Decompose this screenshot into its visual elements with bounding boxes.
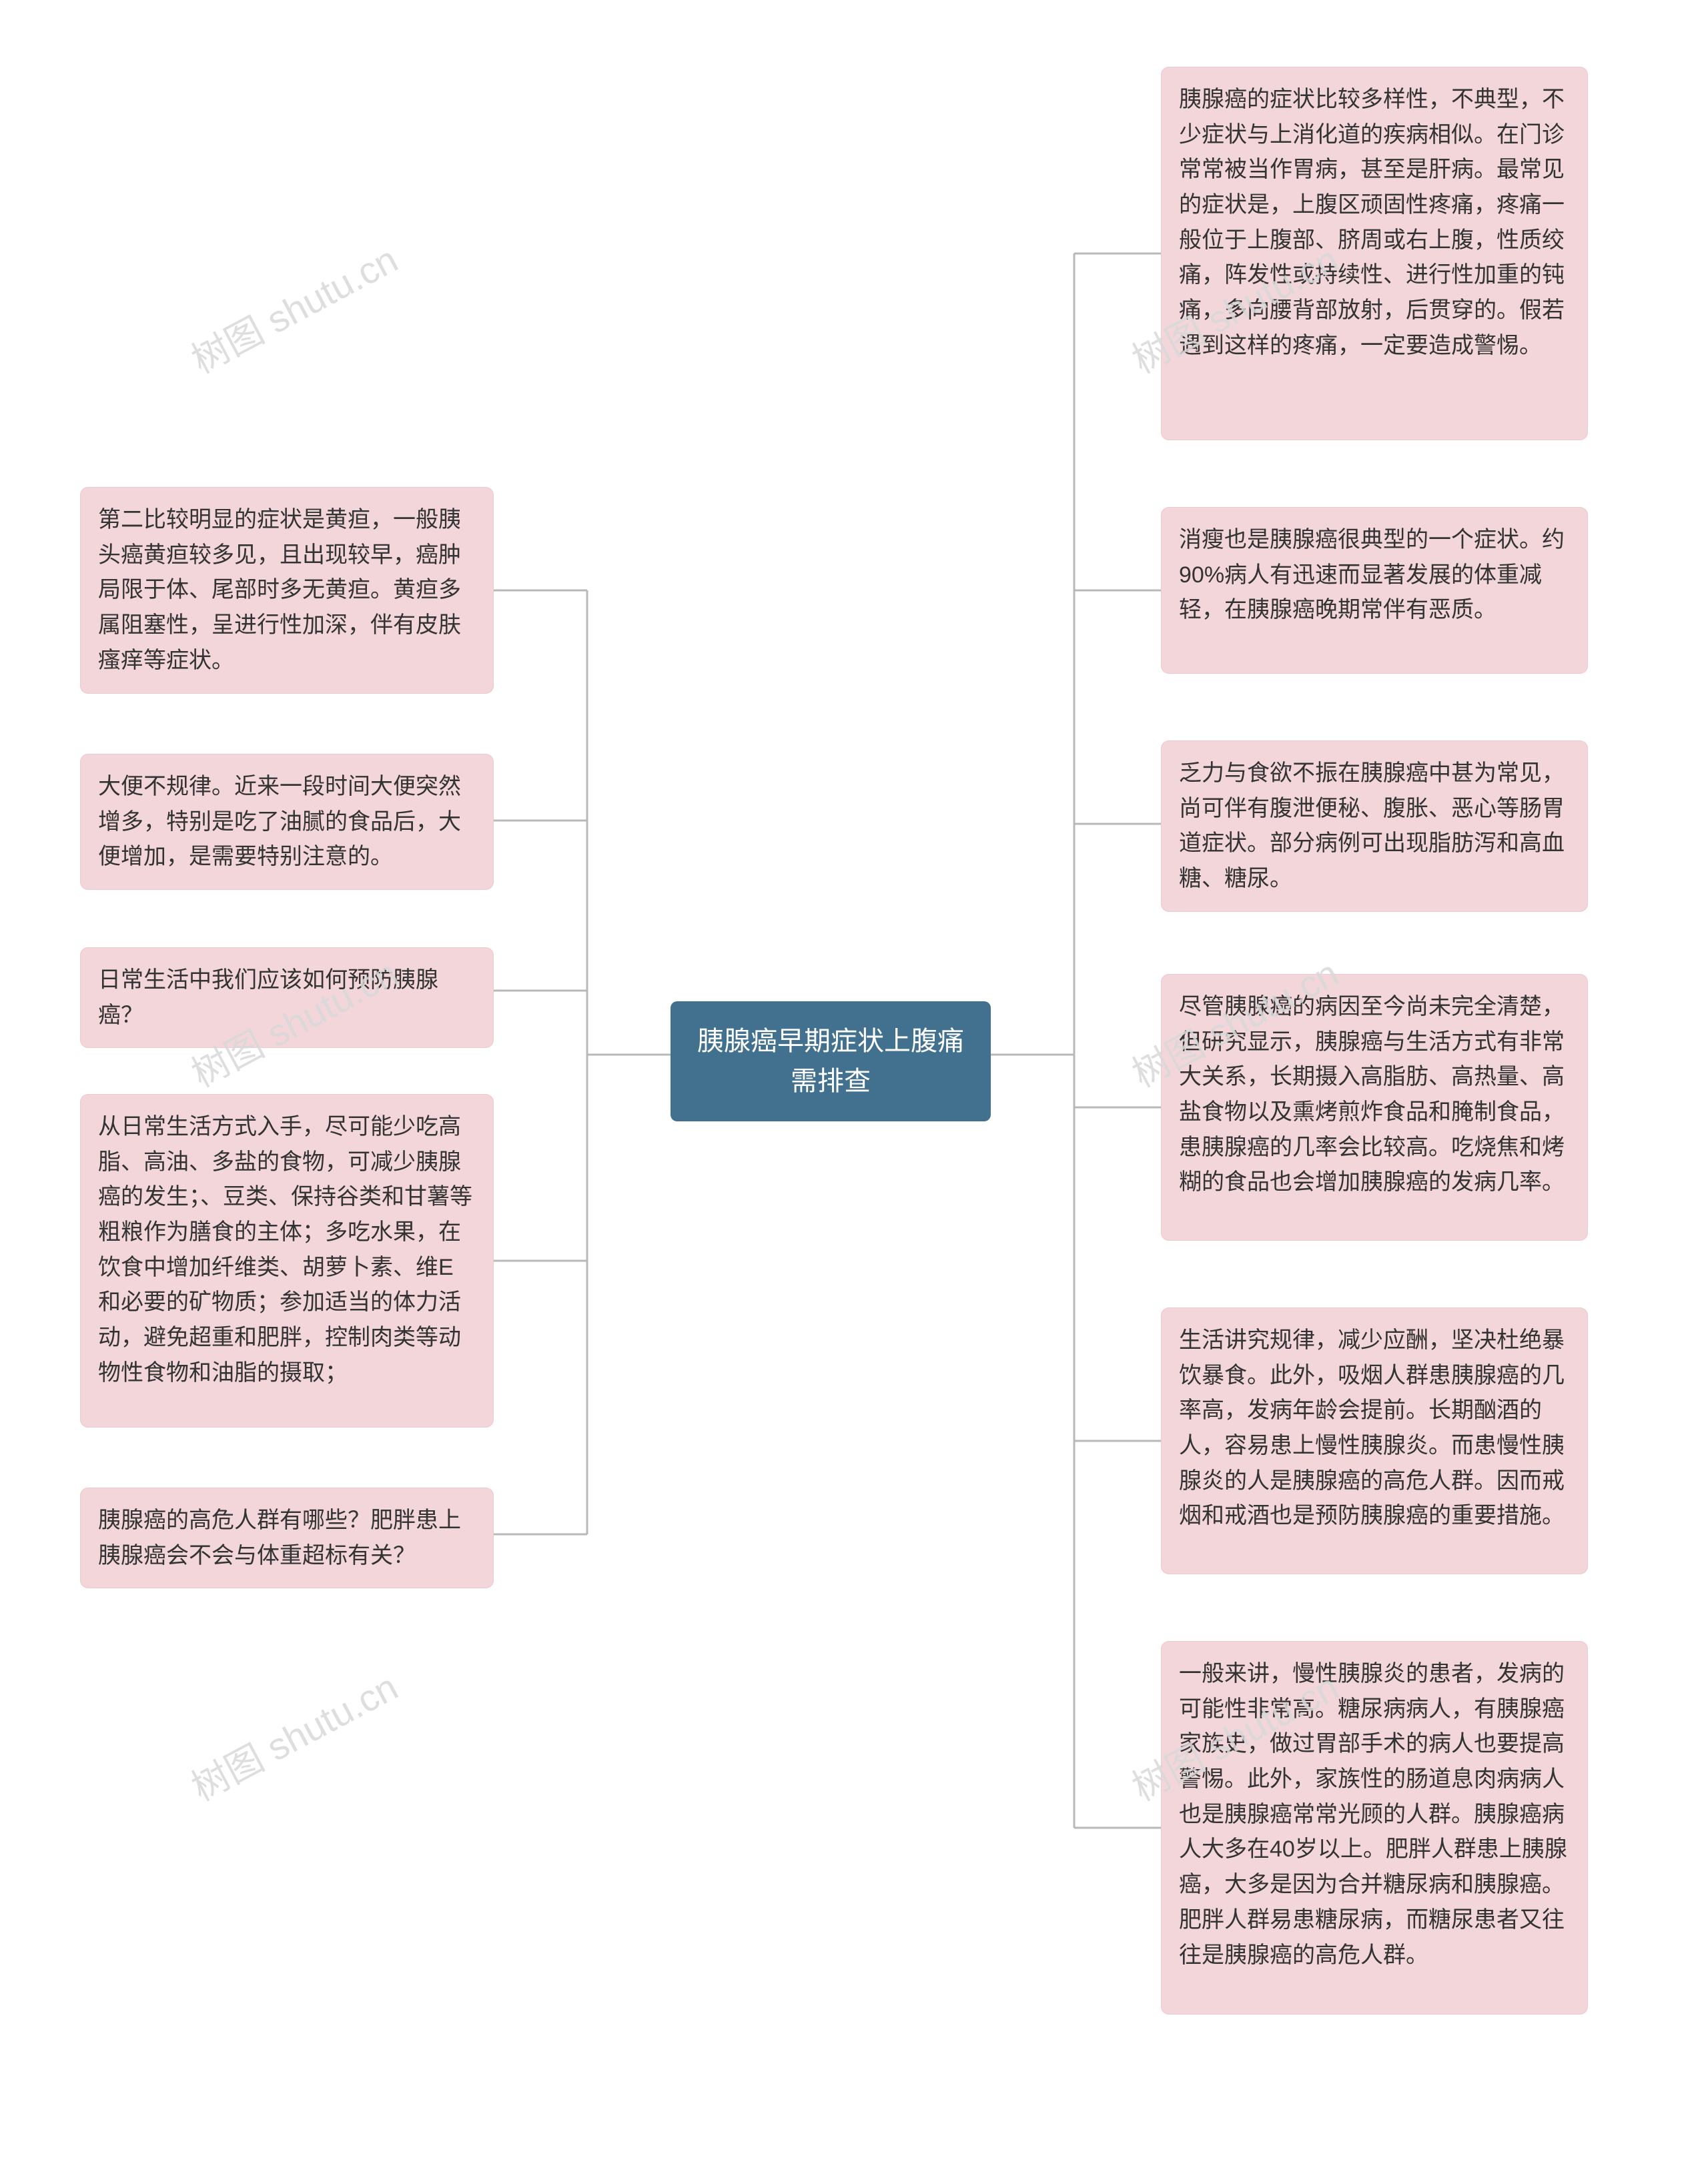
right-node-2-text: 消瘦也是胰腺癌很典型的一个症状。约90%病人有迅速而显著发展的体重减轻，在胰腺癌… bbox=[1179, 527, 1565, 622]
right-node-6-text: 一般来讲，慢性胰腺炎的患者，发病的可能性非常高。糖尿病病人，有胰腺癌家族史，做过… bbox=[1179, 1661, 1567, 1968]
right-node-2: 消瘦也是胰腺癌很典型的一个症状。约90%病人有迅速而显著发展的体重减轻，在胰腺癌… bbox=[1161, 507, 1588, 674]
left-node-5: 胰腺癌的高危人群有哪些？肥胖患上胰腺癌会不会与体重超标有关？ bbox=[80, 1488, 494, 1588]
center-node: 胰腺癌早期症状上腹痛需排查 bbox=[671, 1001, 991, 1121]
right-node-5-text: 生活讲究规律，减少应酬，坚决杜绝暴饮暴食。此外，吸烟人群患胰腺癌的几率高，发病年… bbox=[1179, 1327, 1565, 1528]
right-node-3: 乏力与食欲不振在胰腺癌中甚为常见，尚可伴有腹泄便秘、腹胀、恶心等肠胃道症状。部分… bbox=[1161, 740, 1588, 912]
watermark-5: 树图 shutu.cn bbox=[181, 1658, 406, 1812]
left-node-1-text: 第二比较明显的症状是黄疸，一般胰头癌黄疸较多见，且出现较早，癌肿局限于体、尾部时… bbox=[98, 507, 461, 673]
right-node-6: 一般来讲，慢性胰腺炎的患者，发病的可能性非常高。糖尿病病人，有胰腺癌家族史，做过… bbox=[1161, 1641, 1588, 2015]
right-node-1-text: 胰腺癌的症状比较多样性，不典型，不少症状与上消化道的疾病相似。在门诊常常被当作胃… bbox=[1179, 87, 1565, 358]
left-node-3: 日常生活中我们应该如何预防胰腺癌？ bbox=[80, 947, 494, 1048]
left-node-5-text: 胰腺癌的高危人群有哪些？肥胖患上胰腺癌会不会与体重超标有关？ bbox=[98, 1508, 461, 1568]
left-node-3-text: 日常生活中我们应该如何预防胰腺癌？ bbox=[98, 967, 438, 1028]
watermark-5-text: 树图 shutu.cn bbox=[185, 1666, 404, 1809]
left-node-2: 大便不规律。近来一段时间大便突然增多，特别是吃了油腻的食品后，大便增加，是需要特… bbox=[80, 754, 494, 890]
watermark-1: 树图 shutu.cn bbox=[181, 230, 406, 384]
right-node-4: 尽管胰腺癌的病因至今尚未完全清楚，但研究显示，胰腺癌与生活方式有非常大关系，长期… bbox=[1161, 974, 1588, 1241]
watermark-1-text: 树图 shutu.cn bbox=[185, 238, 404, 382]
left-node-4-text: 从日常生活方式入手，尽可能少吃高脂、高油、多盐的食物，可减少胰腺癌的发生；、豆类… bbox=[98, 1114, 472, 1386]
right-node-3-text: 乏力与食欲不振在胰腺癌中甚为常见，尚可伴有腹泄便秘、腹胀、恶心等肠胃道症状。部分… bbox=[1179, 760, 1565, 891]
right-node-1: 胰腺癌的症状比较多样性，不典型，不少症状与上消化道的疾病相似。在门诊常常被当作胃… bbox=[1161, 67, 1588, 440]
left-node-4: 从日常生活方式入手，尽可能少吃高脂、高油、多盐的食物，可减少胰腺癌的发生；、豆类… bbox=[80, 1094, 494, 1428]
left-node-1: 第二比较明显的症状是黄疸，一般胰头癌黄疸较多见，且出现较早，癌肿局限于体、尾部时… bbox=[80, 487, 494, 694]
right-node-5: 生活讲究规律，减少应酬，坚决杜绝暴饮暴食。此外，吸烟人群患胰腺癌的几率高，发病年… bbox=[1161, 1307, 1588, 1574]
right-node-4-text: 尽管胰腺癌的病因至今尚未完全清楚，但研究显示，胰腺癌与生活方式有非常大关系，长期… bbox=[1179, 994, 1565, 1195]
left-node-2-text: 大便不规律。近来一段时间大便突然增多，特别是吃了油腻的食品后，大便增加，是需要特… bbox=[98, 774, 461, 869]
center-node-label: 胰腺癌早期症状上腹痛需排查 bbox=[697, 1027, 964, 1096]
